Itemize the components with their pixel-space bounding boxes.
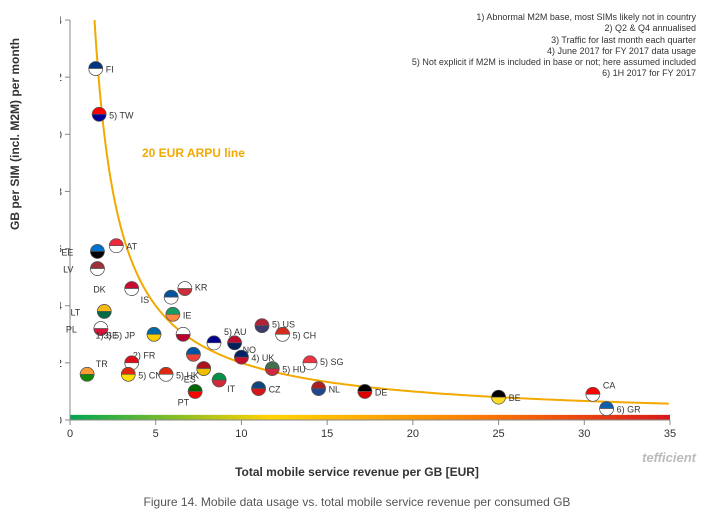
point-label: 5) HU: [282, 365, 306, 375]
point-label: 3) 5) JP: [104, 330, 136, 340]
point-kr: KR: [178, 282, 208, 296]
point-uk: 4) UK: [234, 350, 274, 364]
point-de: DE: [358, 384, 388, 398]
point-label: LT: [70, 307, 80, 317]
point-lv: LV: [63, 262, 104, 276]
x-tick: 30: [578, 428, 590, 440]
point-hk: 5) HK: [159, 367, 199, 381]
point-tw: 5) TW: [92, 107, 134, 121]
point-ch: 5) CH: [276, 327, 317, 341]
point-label: NL: [329, 385, 341, 395]
point-us: 5) US: [255, 319, 295, 333]
watermark-logo: tefficient: [642, 450, 696, 465]
y-tick: 14: [60, 15, 62, 27]
point-dk: DK: [93, 282, 139, 296]
y-tick: 12: [60, 72, 62, 84]
point-at: AT: [109, 239, 137, 253]
point-label: TR: [96, 359, 108, 369]
point-label: 6) GR: [617, 405, 642, 415]
point-label: PT: [178, 397, 190, 407]
y-tick: 2: [60, 358, 62, 370]
point-tr: TR: [96, 356, 139, 370]
point-label: IT: [227, 384, 236, 394]
point-label: KR: [195, 283, 208, 293]
x-tick: 35: [664, 428, 676, 440]
point-pt: PT: [178, 384, 203, 407]
point-cz: CZ: [252, 382, 281, 396]
x-tick: 15: [321, 428, 333, 440]
point-label: 5) AU: [224, 327, 247, 337]
point-fi: FI: [89, 62, 114, 76]
point-label: AT: [126, 242, 137, 252]
point-in: 5) IN: [60, 367, 94, 381]
point-ca: CA: [586, 380, 616, 401]
point-label: CA: [603, 380, 616, 390]
scatter-plot: 0510152025303502468101214FI5) TWATEELVDK…: [60, 10, 680, 450]
point-cn: 5) CN: [121, 367, 162, 381]
point-label: BE: [509, 393, 521, 403]
x-tick: 20: [407, 428, 419, 440]
x-tick: 0: [67, 428, 73, 440]
point-label: PL: [66, 325, 77, 335]
point-fr: 2) FR: [133, 347, 201, 361]
x-tick: 10: [235, 428, 247, 440]
point-label: IE: [183, 310, 192, 320]
point-label: 5) CN: [138, 370, 162, 380]
x-axis-label: Total mobile service revenue per GB [EUR…: [0, 465, 714, 479]
y-tick: 4: [60, 301, 62, 313]
point-label: DK: [93, 285, 106, 295]
gradient-bar: [70, 415, 670, 420]
point-gr: 6) GR: [600, 402, 642, 416]
point-label: DE: [375, 387, 388, 397]
point-lt: LT: [70, 304, 111, 318]
y-tick: 10: [60, 129, 62, 141]
point-label: FI: [106, 65, 114, 75]
point-label: 5) HK: [176, 370, 199, 380]
point-nl: NL: [312, 382, 341, 396]
chart-container: GB per SIM (incl. M2M) per month 1) Abno…: [0, 0, 714, 525]
point-label: EE: [61, 247, 73, 257]
arpu-curve: [94, 20, 668, 404]
point-label: LV: [63, 265, 73, 275]
point-label: IS: [141, 295, 150, 305]
point-sg: 5) SG: [303, 356, 344, 370]
y-tick: 8: [60, 186, 62, 198]
x-tick: 5: [153, 428, 159, 440]
y-tick: 0: [60, 415, 62, 427]
figure-caption: Figure 14. Mobile data usage vs. total m…: [0, 495, 714, 509]
point-label: 5) CH: [293, 330, 317, 340]
point-ie: IE: [166, 307, 192, 321]
point-label: 5) TW: [109, 110, 134, 120]
x-tick: 25: [492, 428, 504, 440]
point-hu: 5) HU: [265, 362, 306, 376]
point-label: 5) SG: [320, 357, 344, 367]
point-label: CZ: [269, 385, 281, 395]
y-axis-label: GB per SIM (incl. M2M) per month: [8, 38, 22, 230]
point-ee: EE: [61, 244, 104, 258]
point-it: IT: [212, 373, 236, 394]
